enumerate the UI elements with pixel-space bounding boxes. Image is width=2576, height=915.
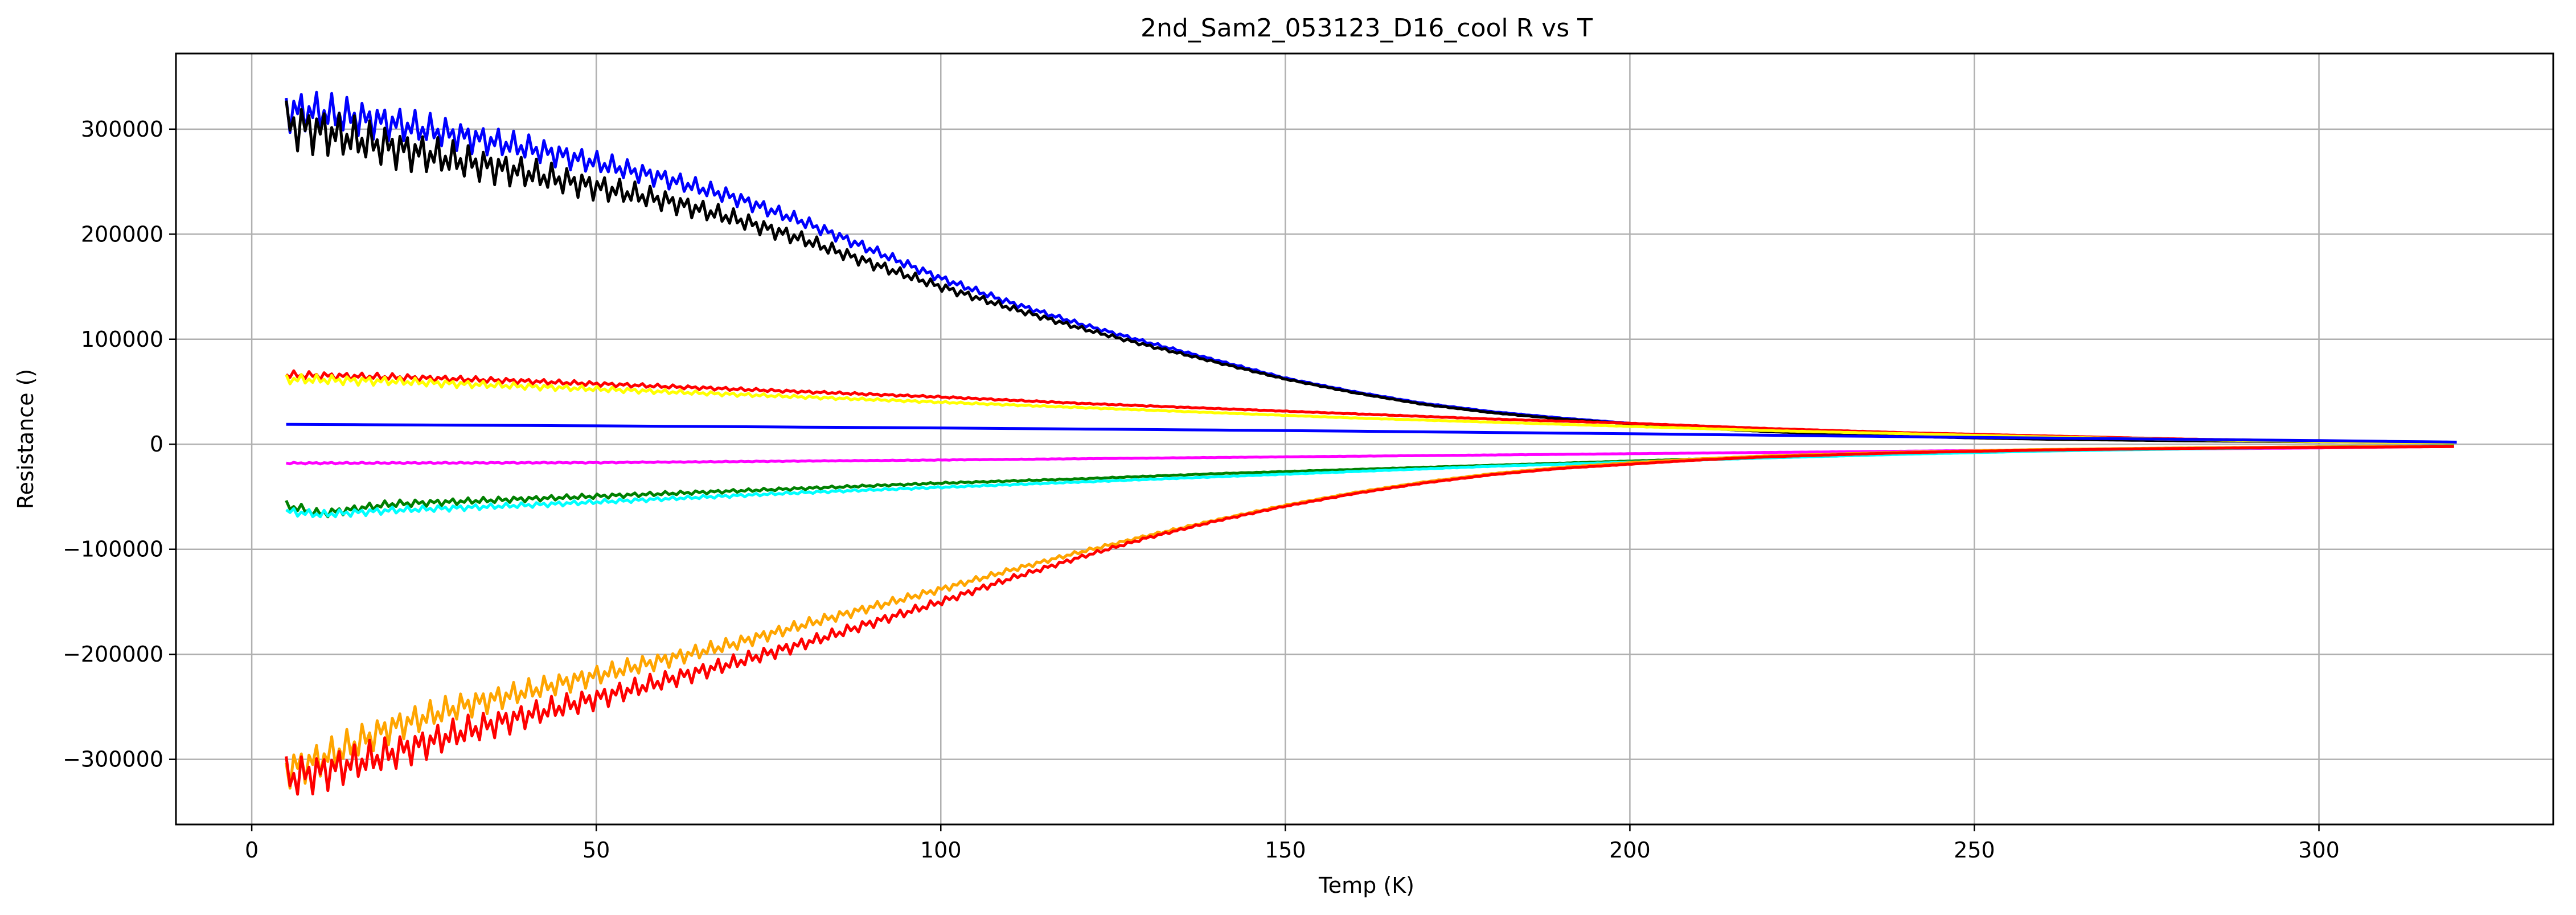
y-tick-label: 200000 bbox=[81, 221, 163, 247]
y-axis-label: Resistance () bbox=[13, 369, 38, 510]
y-tick-label: 300000 bbox=[81, 117, 163, 142]
y-tick-label: 100000 bbox=[81, 327, 163, 352]
chart-title: 2nd_Sam2_053123_D16_cool R vs T bbox=[1141, 14, 1593, 43]
series-line-10 bbox=[285, 445, 2454, 796]
y-tick-label: −100000 bbox=[63, 537, 163, 562]
y-tick-label: −300000 bbox=[63, 747, 163, 772]
series-layer bbox=[285, 91, 2457, 796]
x-tick-label: 50 bbox=[583, 838, 610, 863]
series-line-5 bbox=[286, 422, 2457, 444]
x-tick-label: 300 bbox=[2298, 838, 2340, 863]
ticks: 0 50 100 150 200 250 300 −300000 −200000 −100000 0… bbox=[63, 117, 2340, 863]
y-tick-label: 0 bbox=[150, 432, 163, 457]
x-axis-label: Temp (K) bbox=[1318, 873, 1414, 898]
x-tick-label: 200 bbox=[1609, 838, 1651, 863]
y-tick-label: −200000 bbox=[63, 642, 163, 667]
plot-frame bbox=[175, 52, 2554, 826]
x-tick-label: 0 bbox=[245, 838, 259, 863]
grid bbox=[176, 54, 2553, 824]
x-tick-label: 100 bbox=[920, 838, 962, 863]
x-tick-label: 150 bbox=[1265, 838, 1306, 863]
x-tick-label: 250 bbox=[1954, 838, 1995, 863]
